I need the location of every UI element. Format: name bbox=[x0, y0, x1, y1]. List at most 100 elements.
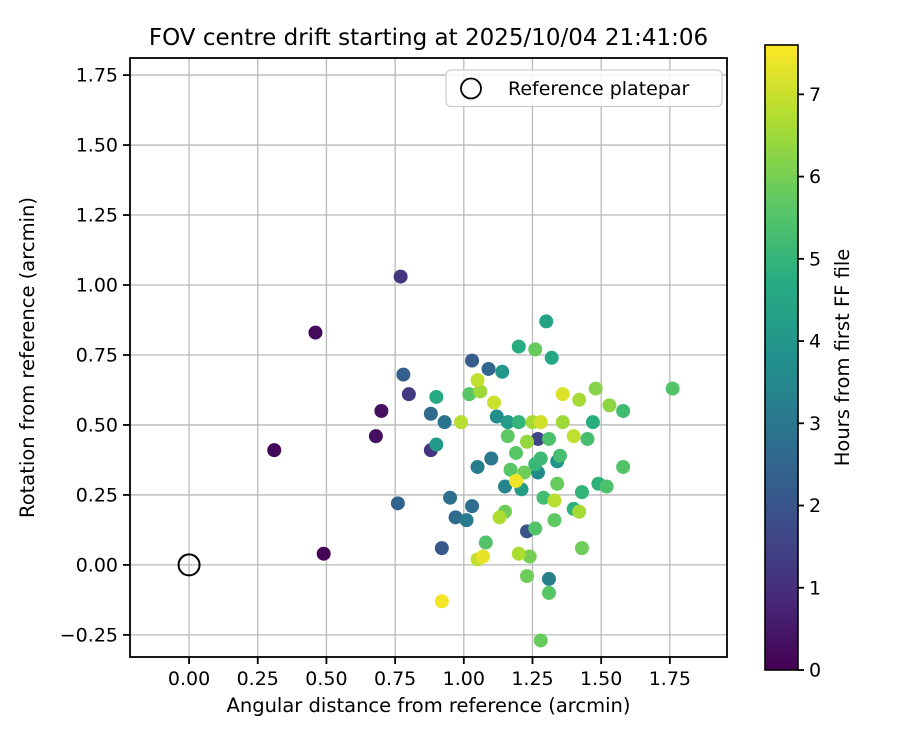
reference-platepar-marker bbox=[177, 553, 201, 577]
data-point bbox=[585, 415, 600, 430]
data-point bbox=[544, 350, 559, 365]
svg-text:0.00: 0.00 bbox=[76, 555, 118, 577]
svg-text:2: 2 bbox=[809, 495, 821, 517]
colorbar: 0 1 2 3 4 5 6 7 Hours from first FF file bbox=[764, 44, 854, 682]
data-point bbox=[550, 476, 565, 491]
svg-text:1.25: 1.25 bbox=[76, 205, 118, 227]
data-point bbox=[465, 353, 480, 368]
colorbar-ticks bbox=[798, 93, 804, 671]
data-point bbox=[547, 513, 562, 528]
data-point bbox=[574, 485, 589, 500]
data-point bbox=[522, 549, 537, 564]
data-point bbox=[572, 504, 587, 519]
data-point bbox=[533, 633, 548, 648]
data-point bbox=[503, 462, 518, 477]
data-point bbox=[511, 339, 526, 354]
data-point bbox=[541, 431, 556, 446]
data-point bbox=[574, 541, 589, 556]
svg-text:−0.25: −0.25 bbox=[60, 625, 118, 647]
data-point bbox=[665, 381, 680, 396]
svg-text:4: 4 bbox=[809, 331, 821, 353]
legend: Reference platepar bbox=[445, 69, 723, 108]
data-point bbox=[390, 496, 405, 511]
svg-text:6: 6 bbox=[809, 166, 821, 188]
data-point bbox=[530, 431, 545, 446]
data-point bbox=[473, 384, 488, 399]
data-point bbox=[539, 314, 554, 329]
gridlines bbox=[130, 58, 727, 657]
data-point bbox=[487, 395, 502, 410]
data-point bbox=[443, 490, 458, 505]
x-tick-labels: 0.00 0.25 0.50 0.75 1.00 1.25 1.50 1.75 bbox=[168, 668, 691, 690]
data-point bbox=[500, 415, 515, 430]
data-point bbox=[484, 451, 499, 466]
svg-text:0.50: 0.50 bbox=[305, 668, 347, 690]
axes-frame bbox=[129, 57, 728, 658]
legend-reference-marker-icon bbox=[460, 77, 482, 100]
data-point bbox=[462, 387, 477, 402]
data-point bbox=[465, 499, 480, 514]
data-point bbox=[580, 431, 595, 446]
data-point bbox=[511, 415, 526, 430]
svg-text:1.00: 1.00 bbox=[443, 668, 485, 690]
svg-text:1.00: 1.00 bbox=[76, 275, 118, 297]
data-point bbox=[519, 434, 534, 449]
data-point bbox=[528, 521, 543, 536]
data-point bbox=[374, 403, 389, 418]
data-point bbox=[616, 459, 631, 474]
data-point bbox=[448, 510, 463, 525]
colorbar-label: Hours from first FF file bbox=[831, 249, 854, 467]
data-point bbox=[476, 549, 491, 564]
colorbar-tick-labels: 0 1 2 3 4 5 6 7 bbox=[809, 84, 821, 682]
data-point bbox=[509, 473, 524, 488]
data-point bbox=[509, 445, 524, 460]
svg-text:5: 5 bbox=[809, 248, 821, 270]
svg-text:0.75: 0.75 bbox=[374, 668, 416, 690]
data-point bbox=[572, 392, 587, 407]
data-point bbox=[599, 479, 614, 494]
legend-box bbox=[445, 69, 723, 108]
x-ticks bbox=[188, 657, 671, 664]
data-point bbox=[393, 269, 408, 284]
data-point bbox=[588, 381, 603, 396]
data-point bbox=[541, 571, 556, 586]
data-point bbox=[616, 403, 631, 418]
svg-text:0: 0 bbox=[809, 660, 821, 682]
svg-text:1.75: 1.75 bbox=[76, 65, 118, 87]
data-point bbox=[555, 387, 570, 402]
data-point bbox=[434, 594, 449, 609]
data-point bbox=[602, 398, 617, 413]
svg-text:1: 1 bbox=[809, 577, 821, 599]
y-axis-label: Rotation from reference (arcmin) bbox=[16, 197, 39, 518]
data-point bbox=[489, 409, 504, 424]
data-point bbox=[492, 510, 507, 525]
data-point bbox=[478, 535, 493, 550]
data-point bbox=[437, 415, 452, 430]
data-point bbox=[498, 479, 513, 494]
data-point bbox=[552, 448, 567, 463]
data-point bbox=[470, 373, 485, 388]
x-axis-label: Angular distance from reference (arcmin) bbox=[227, 694, 631, 717]
data-point bbox=[401, 387, 416, 402]
data-point bbox=[500, 429, 515, 444]
svg-text:0.00: 0.00 bbox=[168, 668, 210, 690]
data-point bbox=[308, 325, 323, 340]
svg-text:0.75: 0.75 bbox=[76, 345, 118, 367]
svg-text:1.50: 1.50 bbox=[580, 668, 622, 690]
svg-text:7: 7 bbox=[809, 84, 821, 106]
svg-text:3: 3 bbox=[809, 413, 821, 435]
data-point bbox=[511, 546, 526, 561]
scatter-points bbox=[267, 269, 680, 648]
data-point bbox=[547, 493, 562, 508]
svg-text:1.50: 1.50 bbox=[76, 135, 118, 157]
legend-label: Reference platepar bbox=[508, 78, 690, 100]
svg-text:0.25: 0.25 bbox=[76, 485, 118, 507]
svg-text:0.50: 0.50 bbox=[76, 415, 118, 437]
data-point bbox=[533, 415, 548, 430]
y-tick-labels: −0.25 0.00 0.25 0.50 0.75 1.00 1.25 1.50 1.75 bbox=[60, 65, 118, 647]
data-point bbox=[423, 406, 438, 421]
svg-text:1.75: 1.75 bbox=[649, 668, 691, 690]
data-point bbox=[541, 585, 556, 600]
